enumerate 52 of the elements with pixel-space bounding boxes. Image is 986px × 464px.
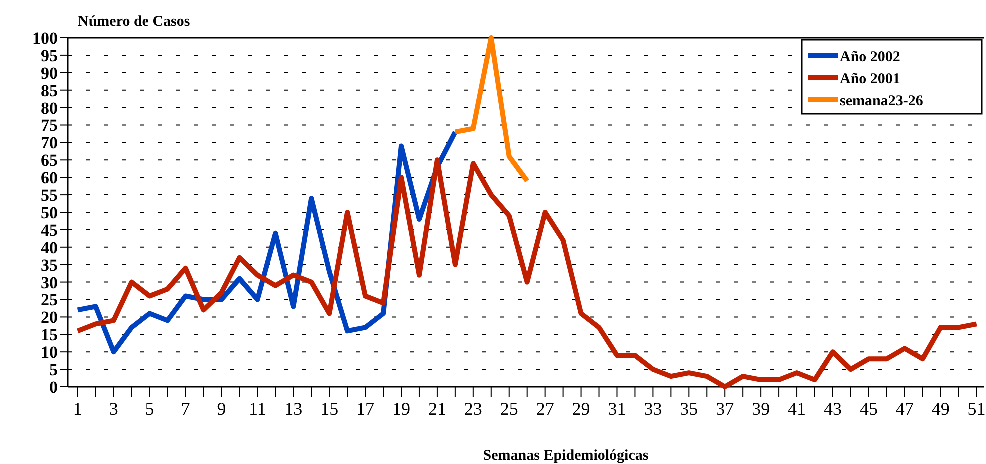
- x-axis-title: Semanas Epidemiológicas: [483, 448, 649, 464]
- y-tick-label: 100: [32, 28, 58, 48]
- y-tick-label: 75: [41, 116, 58, 136]
- y-tick-label: 0: [50, 378, 58, 397]
- y-tick-label: 40: [41, 238, 58, 258]
- x-tick-label: 51: [968, 399, 986, 419]
- y-tick-label: 95: [41, 46, 58, 66]
- x-tick-label: 49: [932, 399, 950, 419]
- y-tick-label: 50: [41, 203, 58, 222]
- x-tick-label: 47: [896, 399, 914, 419]
- y-tick-label: 45: [41, 220, 58, 240]
- y-tick-label: 70: [41, 134, 58, 153]
- x-tick-label: 31: [608, 399, 626, 419]
- y-axis-title: Número de Casos: [78, 14, 190, 30]
- y-tick-label: 55: [41, 186, 58, 205]
- x-tick-label: 1: [73, 399, 82, 419]
- x-tick-label: 21: [428, 399, 446, 419]
- x-tick-label: 9: [217, 399, 226, 419]
- x-tick-label: 13: [284, 399, 303, 419]
- legend-label: Año 2001: [840, 71, 900, 88]
- x-tick-label: 29: [572, 399, 590, 419]
- x-tick-label: 7: [181, 399, 190, 419]
- x-tick-label: 45: [860, 399, 878, 419]
- x-tick-label: 5: [145, 399, 154, 419]
- legend-label: Año 2002: [840, 49, 900, 66]
- x-tick-label: 43: [824, 399, 842, 419]
- y-tick-label: 30: [41, 273, 58, 292]
- x-tick-label: 3: [109, 399, 118, 419]
- y-tick-label: 90: [41, 64, 58, 83]
- x-tick-label: 19: [392, 399, 410, 419]
- y-tick-label: 20: [41, 308, 58, 328]
- y-tick-label: 60: [41, 168, 58, 188]
- x-tick-label: 33: [644, 399, 662, 419]
- x-tick-label: 23: [464, 399, 482, 419]
- x-tick-label: 39: [752, 399, 770, 419]
- x-tick-label: 41: [788, 399, 806, 419]
- y-tick-label: 5: [50, 360, 58, 380]
- y-tick-label: 35: [41, 256, 58, 275]
- y-tick-label: 85: [41, 81, 58, 100]
- x-tick-label: 37: [716, 399, 734, 419]
- y-tick-label: 65: [41, 151, 58, 170]
- x-tick-label: 15: [320, 399, 339, 419]
- legend-label: semana23-26: [840, 93, 924, 110]
- y-tick-label: 25: [41, 290, 58, 310]
- x-tick-label: 25: [500, 399, 518, 419]
- y-tick-label: 10: [41, 343, 58, 362]
- y-tick-label: 80: [41, 98, 58, 118]
- x-tick-label: 27: [536, 399, 554, 419]
- x-tick-label: 35: [680, 399, 698, 419]
- y-tick-label: 15: [41, 326, 58, 345]
- x-tick-label: 17: [356, 399, 375, 419]
- x-tick-label: 11: [249, 399, 266, 419]
